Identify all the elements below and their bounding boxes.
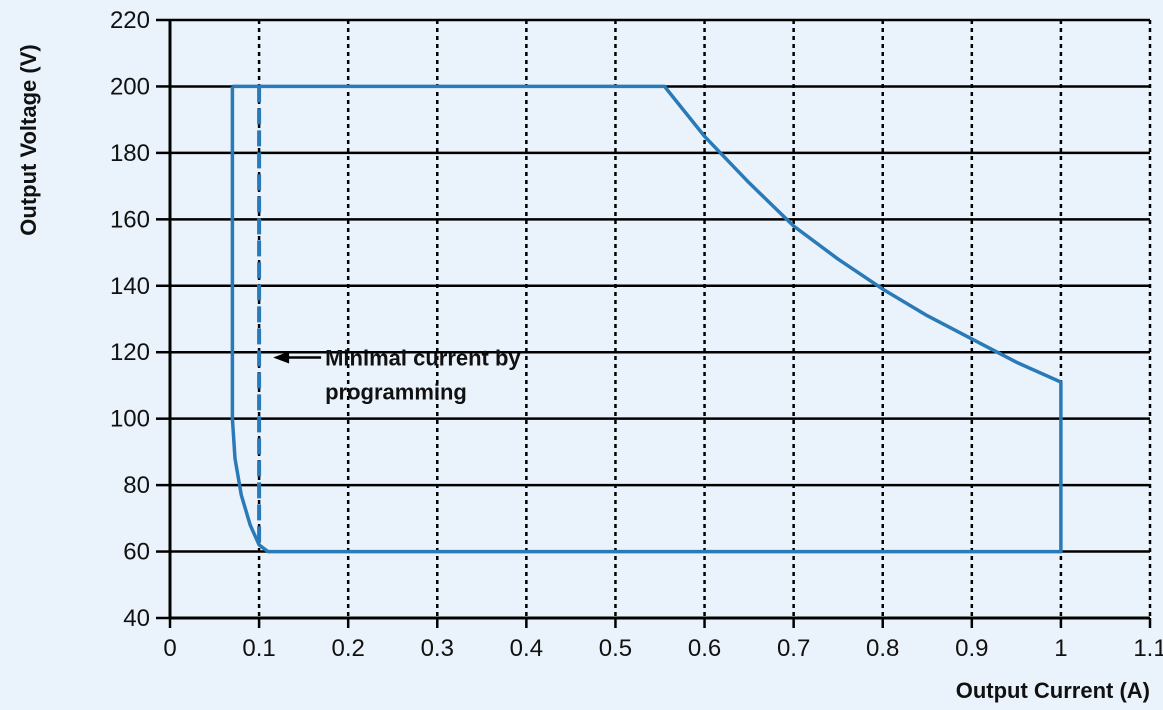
annotation-arrow-head [273,351,290,364]
y-tick-label: 60 [123,539,150,566]
x-tick-label: 0.8 [866,635,899,662]
series-group [230,84,1063,554]
y-tick-label: 180 [110,140,150,167]
tick-labels: 40 60 80 100 120 140 160 180 200 220 0 0.1 0.2 0.3 0.4… [110,7,1163,662]
annotation-text: programming [325,380,467,405]
y-axis-title: Output Voltage (V) [16,44,41,235]
x-tick-label: 0.9 [955,635,988,662]
x-tick-label: 0.1 [242,635,275,662]
y-tick-label: 80 [123,472,150,499]
y-tick-label: 100 [110,406,150,433]
x-tick-label: 0.4 [510,635,543,662]
y-tick-label: 40 [123,605,150,632]
annotation-text: Minimal current by [325,346,521,371]
x-tick-label: 1.1 [1133,635,1163,662]
x-tick-label: 0.7 [777,635,810,662]
grid [170,18,1152,618]
x-tick-label: 1 [1054,635,1067,662]
y-tick-label: 160 [110,206,150,233]
x-tick-label: 0.2 [331,635,364,662]
axes [156,18,1152,628]
operating-region-line [230,84,1063,554]
y-tick-label: 220 [110,7,150,34]
y-tick-label: 120 [110,339,150,366]
x-tick-label: 0.3 [421,635,454,662]
x-tick-label: 0 [163,635,176,662]
y-tick-label: 140 [110,273,150,300]
x-tick-label: 0.6 [688,635,721,662]
x-tick-label: 0.5 [599,635,632,662]
y-tick-label: 200 [110,73,150,100]
annotation-group: Minimal current by programming [273,346,521,405]
x-axis-title: Output Current (A) [956,678,1150,703]
